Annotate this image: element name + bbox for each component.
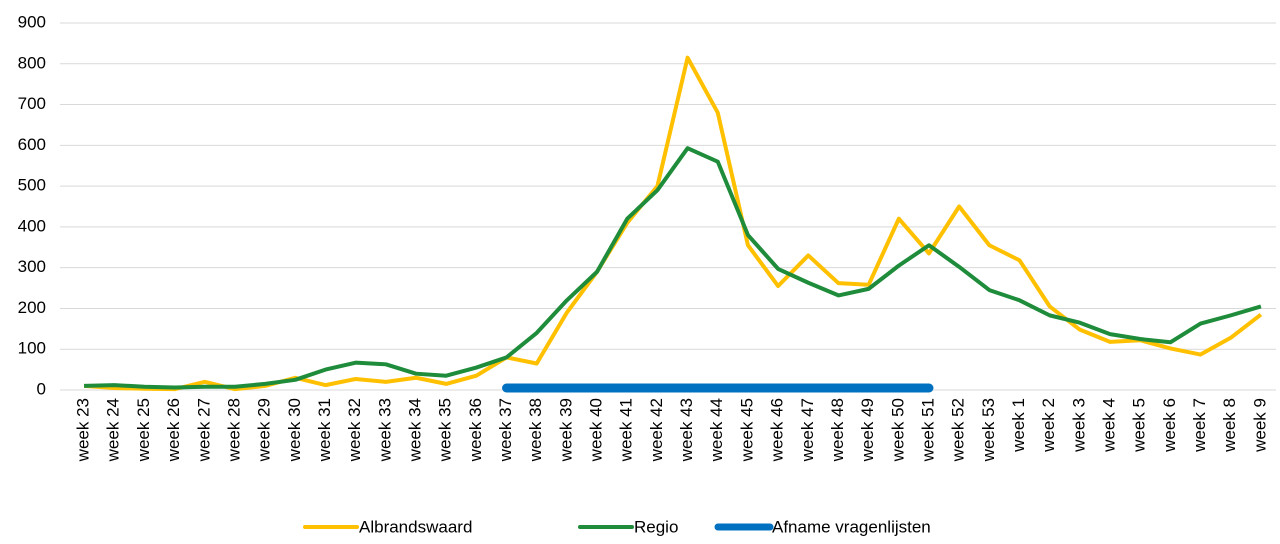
- x-tick-label: week 33: [375, 398, 394, 462]
- y-tick-label: 400: [18, 216, 46, 235]
- x-tick-label: week 36: [466, 398, 485, 462]
- x-tick-label: week 48: [828, 398, 847, 462]
- y-tick-label: 800: [18, 53, 46, 72]
- series-line: [83, 55, 1263, 392]
- y-tick-label: 100: [18, 339, 46, 358]
- legend-label: Afname vragenlijsten: [772, 517, 931, 536]
- x-tick-label: week 46: [768, 398, 787, 462]
- x-tick-label: week 29: [255, 398, 274, 462]
- x-tick-label: week 34: [405, 398, 424, 462]
- x-tick-label: week 51: [918, 398, 937, 462]
- x-tick-label: week 1: [1009, 398, 1028, 453]
- y-tick-label: 0: [37, 379, 46, 398]
- x-tick-label: week 40: [587, 398, 606, 462]
- y-tick-label: 600: [18, 135, 46, 154]
- x-tick-label: week 35: [436, 398, 455, 462]
- y-tick-label: 900: [18, 12, 46, 31]
- x-tick-label: week 7: [1190, 398, 1209, 453]
- x-tick-label: week 39: [556, 398, 575, 462]
- x-tick-label: week 47: [798, 398, 817, 462]
- x-tick-label: week 52: [949, 398, 968, 462]
- x-tick-label: week 3: [1069, 398, 1088, 453]
- x-tick-label: week 4: [1100, 398, 1119, 453]
- x-tick-label: week 24: [104, 398, 123, 462]
- x-tick-label: week 30: [285, 398, 304, 462]
- x-tick-label: week 8: [1220, 398, 1239, 453]
- x-tick-label: week 45: [737, 398, 756, 462]
- x-tick-label: week 49: [858, 398, 877, 462]
- y-tick-label: 300: [18, 257, 46, 276]
- x-tick-label: week 42: [647, 398, 666, 462]
- x-tick-label: week 37: [496, 398, 515, 462]
- x-tick-label: week 27: [194, 398, 213, 462]
- x-tick-label: week 53: [979, 398, 998, 462]
- y-tick-label: 200: [18, 298, 46, 317]
- x-tick-label: week 31: [315, 398, 334, 462]
- x-tick-label: week 28: [224, 398, 243, 462]
- x-tick-label: week 43: [677, 398, 696, 462]
- y-tick-label: 500: [18, 176, 46, 195]
- series-line: [84, 146, 1262, 390]
- x-tick-label: week 44: [707, 398, 726, 462]
- x-tick-label: week 6: [1160, 398, 1179, 453]
- x-tick-label: week 50: [888, 398, 907, 462]
- x-tick-label: week 38: [526, 398, 545, 462]
- x-tick-label: week 2: [1039, 398, 1058, 453]
- x-tick-label: week 5: [1130, 398, 1149, 453]
- y-tick-label: 700: [18, 94, 46, 113]
- x-tick-label: week 25: [134, 398, 153, 462]
- x-tick-label: week 32: [345, 398, 364, 462]
- x-tick-label: week 41: [617, 398, 636, 462]
- legend-label: Albrandswaard: [359, 517, 472, 536]
- legend-label: Regio: [634, 517, 678, 536]
- x-tick-label: week 26: [164, 398, 183, 462]
- x-tick-label: week 9: [1250, 398, 1269, 453]
- x-tick-label: week 23: [74, 398, 93, 462]
